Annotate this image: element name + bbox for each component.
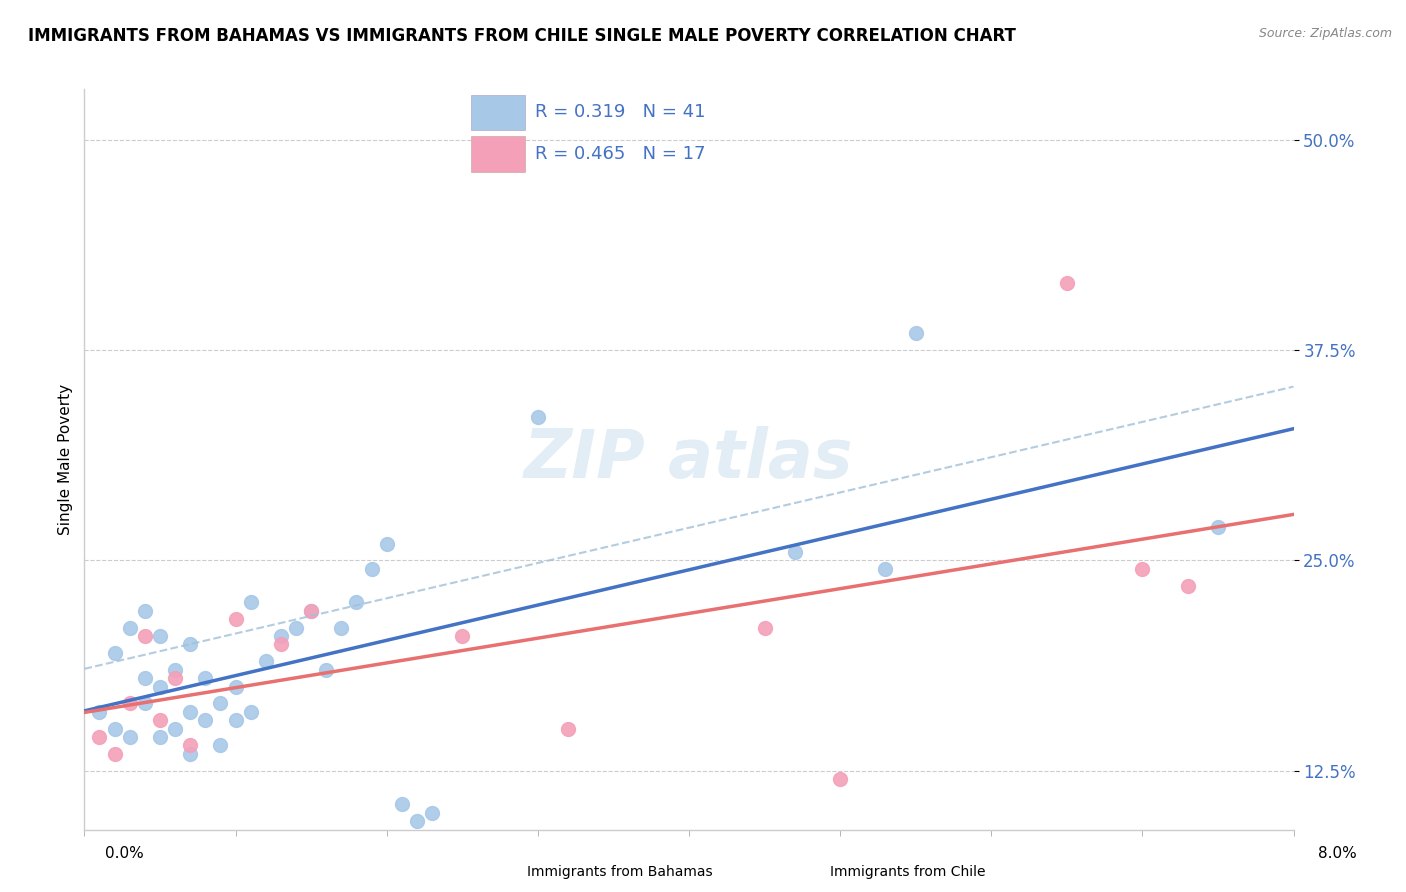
Point xyxy=(299,604,322,618)
Point xyxy=(239,705,262,719)
Point xyxy=(225,680,247,694)
Point xyxy=(451,629,474,643)
Point xyxy=(299,604,322,618)
Point xyxy=(118,730,141,744)
Point xyxy=(904,326,927,341)
Point xyxy=(149,680,172,694)
Point xyxy=(754,621,776,635)
Y-axis label: Single Male Poverty: Single Male Poverty xyxy=(58,384,73,535)
Point xyxy=(783,545,806,559)
Point xyxy=(134,629,156,643)
Point xyxy=(557,722,579,736)
Point xyxy=(149,713,172,727)
FancyBboxPatch shape xyxy=(471,95,524,130)
Point xyxy=(375,536,398,550)
Point xyxy=(391,797,413,812)
Point xyxy=(118,621,141,635)
Text: 8.0%: 8.0% xyxy=(1317,847,1357,861)
Text: ZIP atlas: ZIP atlas xyxy=(524,426,853,492)
Point xyxy=(209,739,232,753)
Point xyxy=(179,739,201,753)
Point xyxy=(875,562,897,576)
Point xyxy=(104,722,127,736)
Point xyxy=(209,697,232,711)
Point xyxy=(406,814,429,829)
Point xyxy=(1206,519,1229,533)
Point xyxy=(134,697,156,711)
Point xyxy=(360,562,382,576)
Point xyxy=(420,805,443,820)
Text: Immigrants from Bahamas: Immigrants from Bahamas xyxy=(527,865,713,880)
Point xyxy=(104,646,127,660)
Point xyxy=(118,697,141,711)
Text: 0.0%: 0.0% xyxy=(105,847,145,861)
Point xyxy=(225,612,247,626)
Point xyxy=(194,713,217,727)
Point xyxy=(315,663,337,677)
Point xyxy=(165,671,187,685)
Point xyxy=(270,637,292,651)
Point xyxy=(179,705,201,719)
Point xyxy=(239,595,262,609)
Point xyxy=(254,654,277,668)
Point xyxy=(104,747,127,761)
Point xyxy=(89,730,111,744)
Point xyxy=(346,595,368,609)
Point xyxy=(89,705,111,719)
Point xyxy=(1056,276,1078,290)
Point xyxy=(194,671,217,685)
Text: R = 0.465   N = 17: R = 0.465 N = 17 xyxy=(534,145,706,163)
FancyBboxPatch shape xyxy=(471,136,524,172)
Text: R = 0.319   N = 41: R = 0.319 N = 41 xyxy=(534,103,706,121)
Point xyxy=(179,747,201,761)
Point xyxy=(830,772,852,786)
Point xyxy=(165,663,187,677)
Text: IMMIGRANTS FROM BAHAMAS VS IMMIGRANTS FROM CHILE SINGLE MALE POVERTY CORRELATION: IMMIGRANTS FROM BAHAMAS VS IMMIGRANTS FR… xyxy=(28,27,1017,45)
Text: Immigrants from Chile: Immigrants from Chile xyxy=(830,865,986,880)
Point xyxy=(270,629,292,643)
Point xyxy=(149,629,172,643)
Point xyxy=(165,722,187,736)
Point xyxy=(134,604,156,618)
Point xyxy=(527,410,550,425)
Point xyxy=(179,637,201,651)
Point xyxy=(149,730,172,744)
Point xyxy=(1177,578,1199,592)
Point xyxy=(134,671,156,685)
Point xyxy=(1132,562,1154,576)
Point xyxy=(284,621,308,635)
Text: Source: ZipAtlas.com: Source: ZipAtlas.com xyxy=(1258,27,1392,40)
Point xyxy=(330,621,353,635)
Point xyxy=(225,713,247,727)
